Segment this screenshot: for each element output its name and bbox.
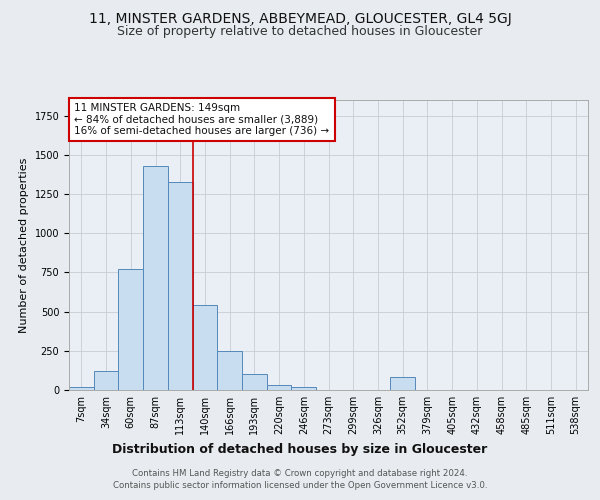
Y-axis label: Number of detached properties: Number of detached properties: [19, 158, 29, 332]
Bar: [143, 166, 168, 390]
Bar: [69, 387, 94, 390]
Bar: [390, 378, 415, 390]
Bar: [94, 371, 118, 390]
Text: Contains HM Land Registry data © Crown copyright and database right 2024.: Contains HM Land Registry data © Crown c…: [132, 469, 468, 478]
Text: 11 MINSTER GARDENS: 149sqm
← 84% of detached houses are smaller (3,889)
16% of s: 11 MINSTER GARDENS: 149sqm ← 84% of deta…: [74, 103, 329, 136]
Bar: [242, 374, 267, 390]
Text: Contains public sector information licensed under the Open Government Licence v3: Contains public sector information licen…: [113, 481, 487, 490]
Bar: [217, 351, 242, 390]
Bar: [193, 306, 217, 390]
Bar: [118, 270, 143, 390]
Text: Distribution of detached houses by size in Gloucester: Distribution of detached houses by size …: [112, 442, 488, 456]
Text: 11, MINSTER GARDENS, ABBEYMEAD, GLOUCESTER, GL4 5GJ: 11, MINSTER GARDENS, ABBEYMEAD, GLOUCEST…: [89, 12, 511, 26]
Text: Size of property relative to detached houses in Gloucester: Size of property relative to detached ho…: [118, 25, 482, 38]
Bar: [168, 182, 193, 390]
Bar: [267, 386, 292, 390]
Bar: [292, 387, 316, 390]
